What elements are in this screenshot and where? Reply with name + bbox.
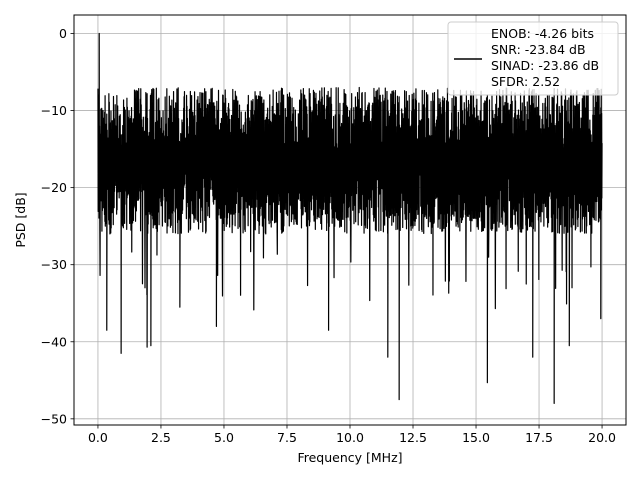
x-tick-label: 20.0	[588, 430, 616, 445]
x-tick-label: 2.5	[151, 430, 171, 445]
y-tick-label: −50	[41, 411, 67, 426]
y-axis-label: PSD [dB]	[13, 192, 28, 247]
psd-series	[97, 32, 603, 405]
x-tick-label: 0.0	[88, 430, 108, 445]
x-axis-ticks: 0.0 2.5 5.0 7.5 10.0 12.5 15.0 17.5 20.0	[88, 425, 616, 445]
y-tick-label: −30	[41, 257, 67, 272]
x-tick-label: 10.0	[336, 430, 364, 445]
y-tick-label: −40	[41, 334, 67, 349]
x-tick-label: 15.0	[462, 430, 490, 445]
x-tick-label: 5.0	[214, 430, 234, 445]
legend-box	[447, 21, 619, 96]
legend-line-sfdr: SFDR: 2.52	[491, 74, 560, 89]
x-axis-label: Frequency [MHz]	[297, 450, 402, 465]
legend-line-snr: SNR: -23.84 dB	[491, 42, 586, 57]
legend-line-enob: ENOB: -4.26 bits	[491, 26, 594, 41]
y-tick-label: −20	[41, 180, 67, 195]
x-tick-label: 12.5	[399, 430, 427, 445]
x-tick-label: 7.5	[277, 430, 297, 445]
legend-line-sinad: SINAD: -23.86 dB	[491, 58, 599, 73]
psd-line	[97, 32, 603, 405]
y-axis-ticks: 0 −10 −20 −30 −40 −50	[41, 26, 74, 426]
y-tick-label: 0	[59, 26, 67, 41]
y-tick-label: −10	[41, 103, 67, 118]
x-tick-label: 17.5	[525, 430, 553, 445]
legend: ENOB: -4.26 bits SNR: -23.84 dB SINAD: -…	[447, 21, 619, 96]
